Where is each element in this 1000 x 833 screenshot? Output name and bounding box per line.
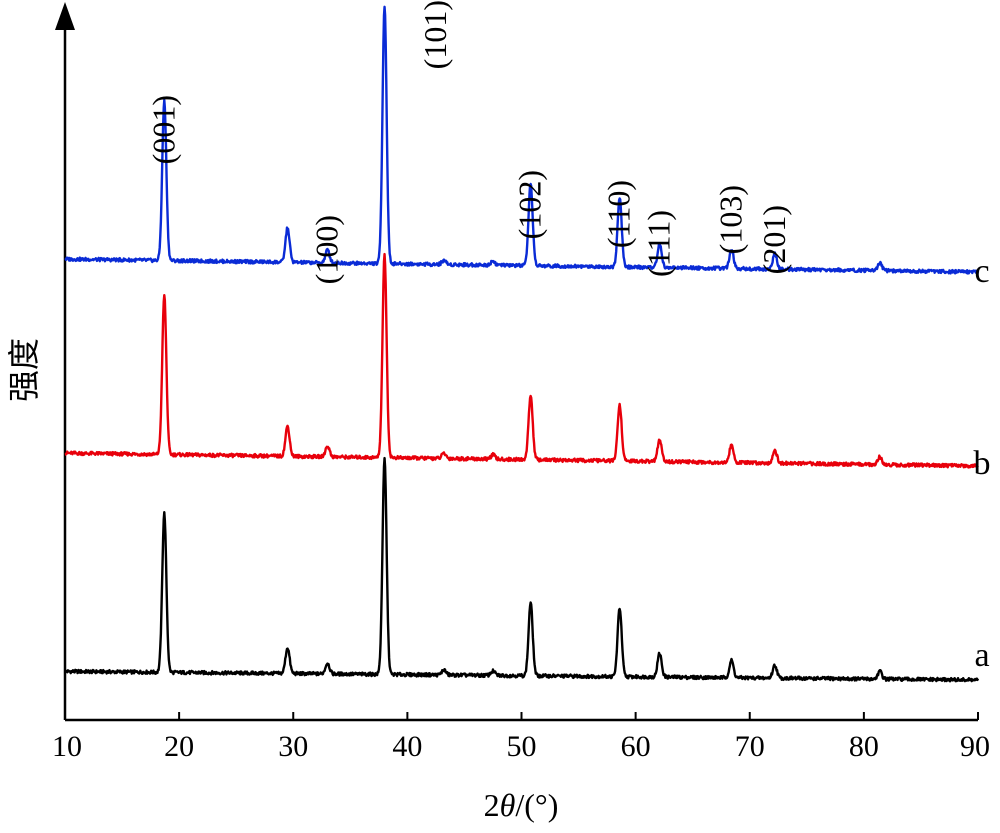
x-tick-label: 80 (849, 730, 879, 763)
x-tick-label: 50 (507, 730, 537, 763)
peak-label: (100) (309, 215, 345, 284)
series-label-c: c (974, 253, 989, 290)
peak-label: (110) (601, 180, 637, 248)
series-labels: a b c (974, 253, 991, 674)
x-tick-label: 10 (52, 730, 82, 763)
series-label-a: a (974, 637, 989, 674)
series-label-b: b (974, 445, 991, 482)
x-axis-title: 2θ/(°) (484, 787, 559, 823)
x-tick-label: 40 (392, 730, 422, 763)
peak-label: (102) (512, 170, 548, 239)
x-ticks: 10 20 30 40 50 60 70 80 90 (52, 712, 990, 763)
x-tick-label: 70 (735, 730, 765, 763)
peak-labels: (001) (100) (101) (102) (110) (111) (103) (201) (145, 0, 792, 284)
peak-label: (001) (145, 95, 181, 164)
series-line-b (64, 252, 979, 469)
peak-label: (201) (756, 205, 792, 274)
peak-label: (111) (641, 210, 677, 277)
series-line-c (64, 5, 980, 275)
series-line-a (63, 456, 980, 683)
y-axis-title: 强度 (6, 338, 42, 402)
y-axis-arrow (55, 2, 75, 30)
peak-label: (103) (713, 185, 749, 254)
x-tick-label: 90 (960, 730, 990, 763)
x-tick-label: 20 (164, 730, 194, 763)
x-tick-label: 60 (621, 730, 651, 763)
x-tick-label: 30 (278, 730, 308, 763)
series-group (63, 5, 980, 683)
peak-label: (101) (417, 0, 453, 69)
